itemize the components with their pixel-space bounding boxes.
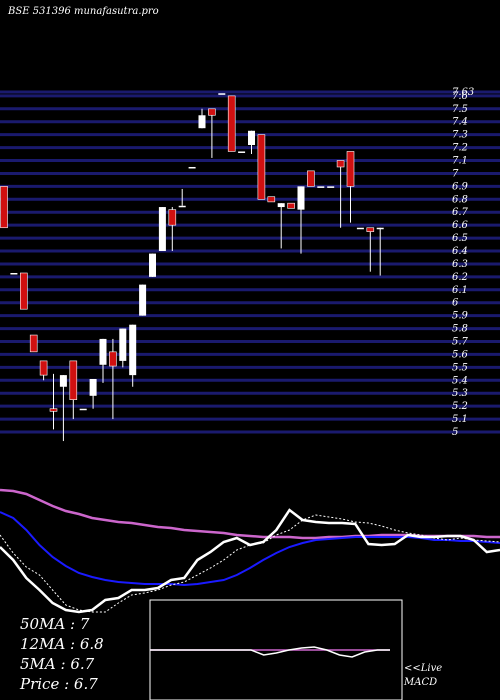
y-tick-label: 6.7 — [452, 207, 469, 218]
candle-body — [366, 227, 375, 232]
candle-body — [287, 202, 295, 209]
y-tick-label: 5.6 — [452, 349, 469, 360]
symbol-label: BSE 531396 — [7, 6, 71, 17]
y-tick-label: 6.9 — [452, 181, 469, 192]
candle-body — [327, 186, 335, 188]
macd-name-label: MACD — [403, 677, 437, 688]
candle-body — [376, 227, 384, 230]
candle-body — [99, 338, 107, 365]
candle-body — [69, 360, 78, 400]
candle-body — [307, 170, 315, 187]
candle-body — [178, 205, 186, 208]
macd-macd-line — [150, 646, 390, 658]
candle-body — [139, 284, 147, 316]
y-tick-label: 6.4 — [452, 246, 468, 257]
candle-body — [198, 115, 206, 129]
y-tick-label: 7.4 — [452, 117, 468, 128]
ma_mid-line — [0, 511, 500, 587]
candle-body — [10, 272, 18, 275]
candle-body — [317, 186, 325, 188]
y-tick-label: 7.63 — [452, 87, 474, 98]
y-tick-label: 5.3 — [452, 388, 468, 399]
y-tick-label: 6.3 — [452, 259, 468, 270]
price-grid — [0, 90, 500, 434]
candle-body — [188, 166, 196, 169]
candle-body — [89, 378, 97, 396]
price-line — [0, 508, 500, 614]
candle-body — [39, 360, 48, 376]
y-tick-label: 5.2 — [452, 401, 468, 412]
candle-body — [49, 408, 58, 412]
y-tick-label: 5.1 — [452, 414, 468, 425]
y-tick-label: 5 — [452, 427, 458, 438]
ma5-label: 5MA : 6.7 — [20, 655, 95, 673]
candle-body — [158, 207, 166, 252]
y-axis-ticks: 7.637.6 7.5 7.4 7.3 7.2 7.17 6.9 6.8 6.7 6.6 6.5 6.… — [452, 87, 474, 438]
y-tick-label: 6.1 — [452, 285, 468, 296]
candle-body — [238, 151, 246, 153]
site-label: munafasutra.pro — [74, 6, 159, 17]
candle-body — [109, 351, 117, 367]
y-tick-label: 5.4 — [452, 375, 468, 386]
candle-body — [79, 408, 87, 411]
candle-body — [59, 375, 67, 387]
moving-average-panel — [0, 488, 500, 614]
candle-body — [208, 108, 216, 116]
y-tick-label: 6.6 — [452, 220, 469, 231]
candle-body — [19, 272, 28, 310]
y-tick-label: 5.9 — [452, 311, 469, 322]
candle-body — [277, 203, 285, 208]
candle-body — [129, 324, 137, 376]
candle-body — [168, 209, 177, 226]
y-tick-label: 7.3 — [452, 130, 468, 141]
y-tick-label: 6 — [452, 298, 459, 309]
candle-body — [0, 186, 8, 229]
y-tick-label: 7.6 — [452, 91, 469, 102]
candle-body — [248, 130, 255, 146]
y-tick-label: 5.7 — [452, 337, 469, 348]
candle-body — [257, 134, 266, 200]
y-tick-label: 6.2 — [452, 272, 468, 283]
y-tick-label: 5.5 — [452, 362, 468, 373]
y-tick-label: 7.2 — [452, 143, 468, 154]
candle-body — [119, 328, 127, 361]
candle-body — [149, 253, 156, 277]
y-tick-label: 6.5 — [452, 233, 468, 244]
y-tick-label: 6.8 — [452, 194, 468, 205]
y-tick-label: 7.1 — [452, 156, 468, 167]
y-tick-label: 7.5 — [452, 104, 468, 115]
candle-body — [297, 186, 305, 210]
candle-body — [29, 334, 38, 353]
candlestick-series — [0, 93, 384, 442]
candle-body — [356, 227, 364, 230]
candle-body — [336, 160, 345, 168]
price-label: Price : 6.7 — [19, 675, 98, 693]
y-tick-label: 5.8 — [452, 324, 468, 335]
macd-lines — [150, 646, 390, 658]
candle-body — [218, 93, 226, 95]
candle-body — [267, 196, 276, 203]
ma12-label: 12MA : 6.8 — [20, 635, 104, 653]
candle-body — [227, 95, 236, 152]
ma50-label: 50MA : 7 — [20, 615, 90, 633]
macd-live-label: <<Live — [404, 663, 442, 674]
candle-body — [346, 151, 355, 187]
y-tick-label: 7 — [452, 168, 459, 179]
